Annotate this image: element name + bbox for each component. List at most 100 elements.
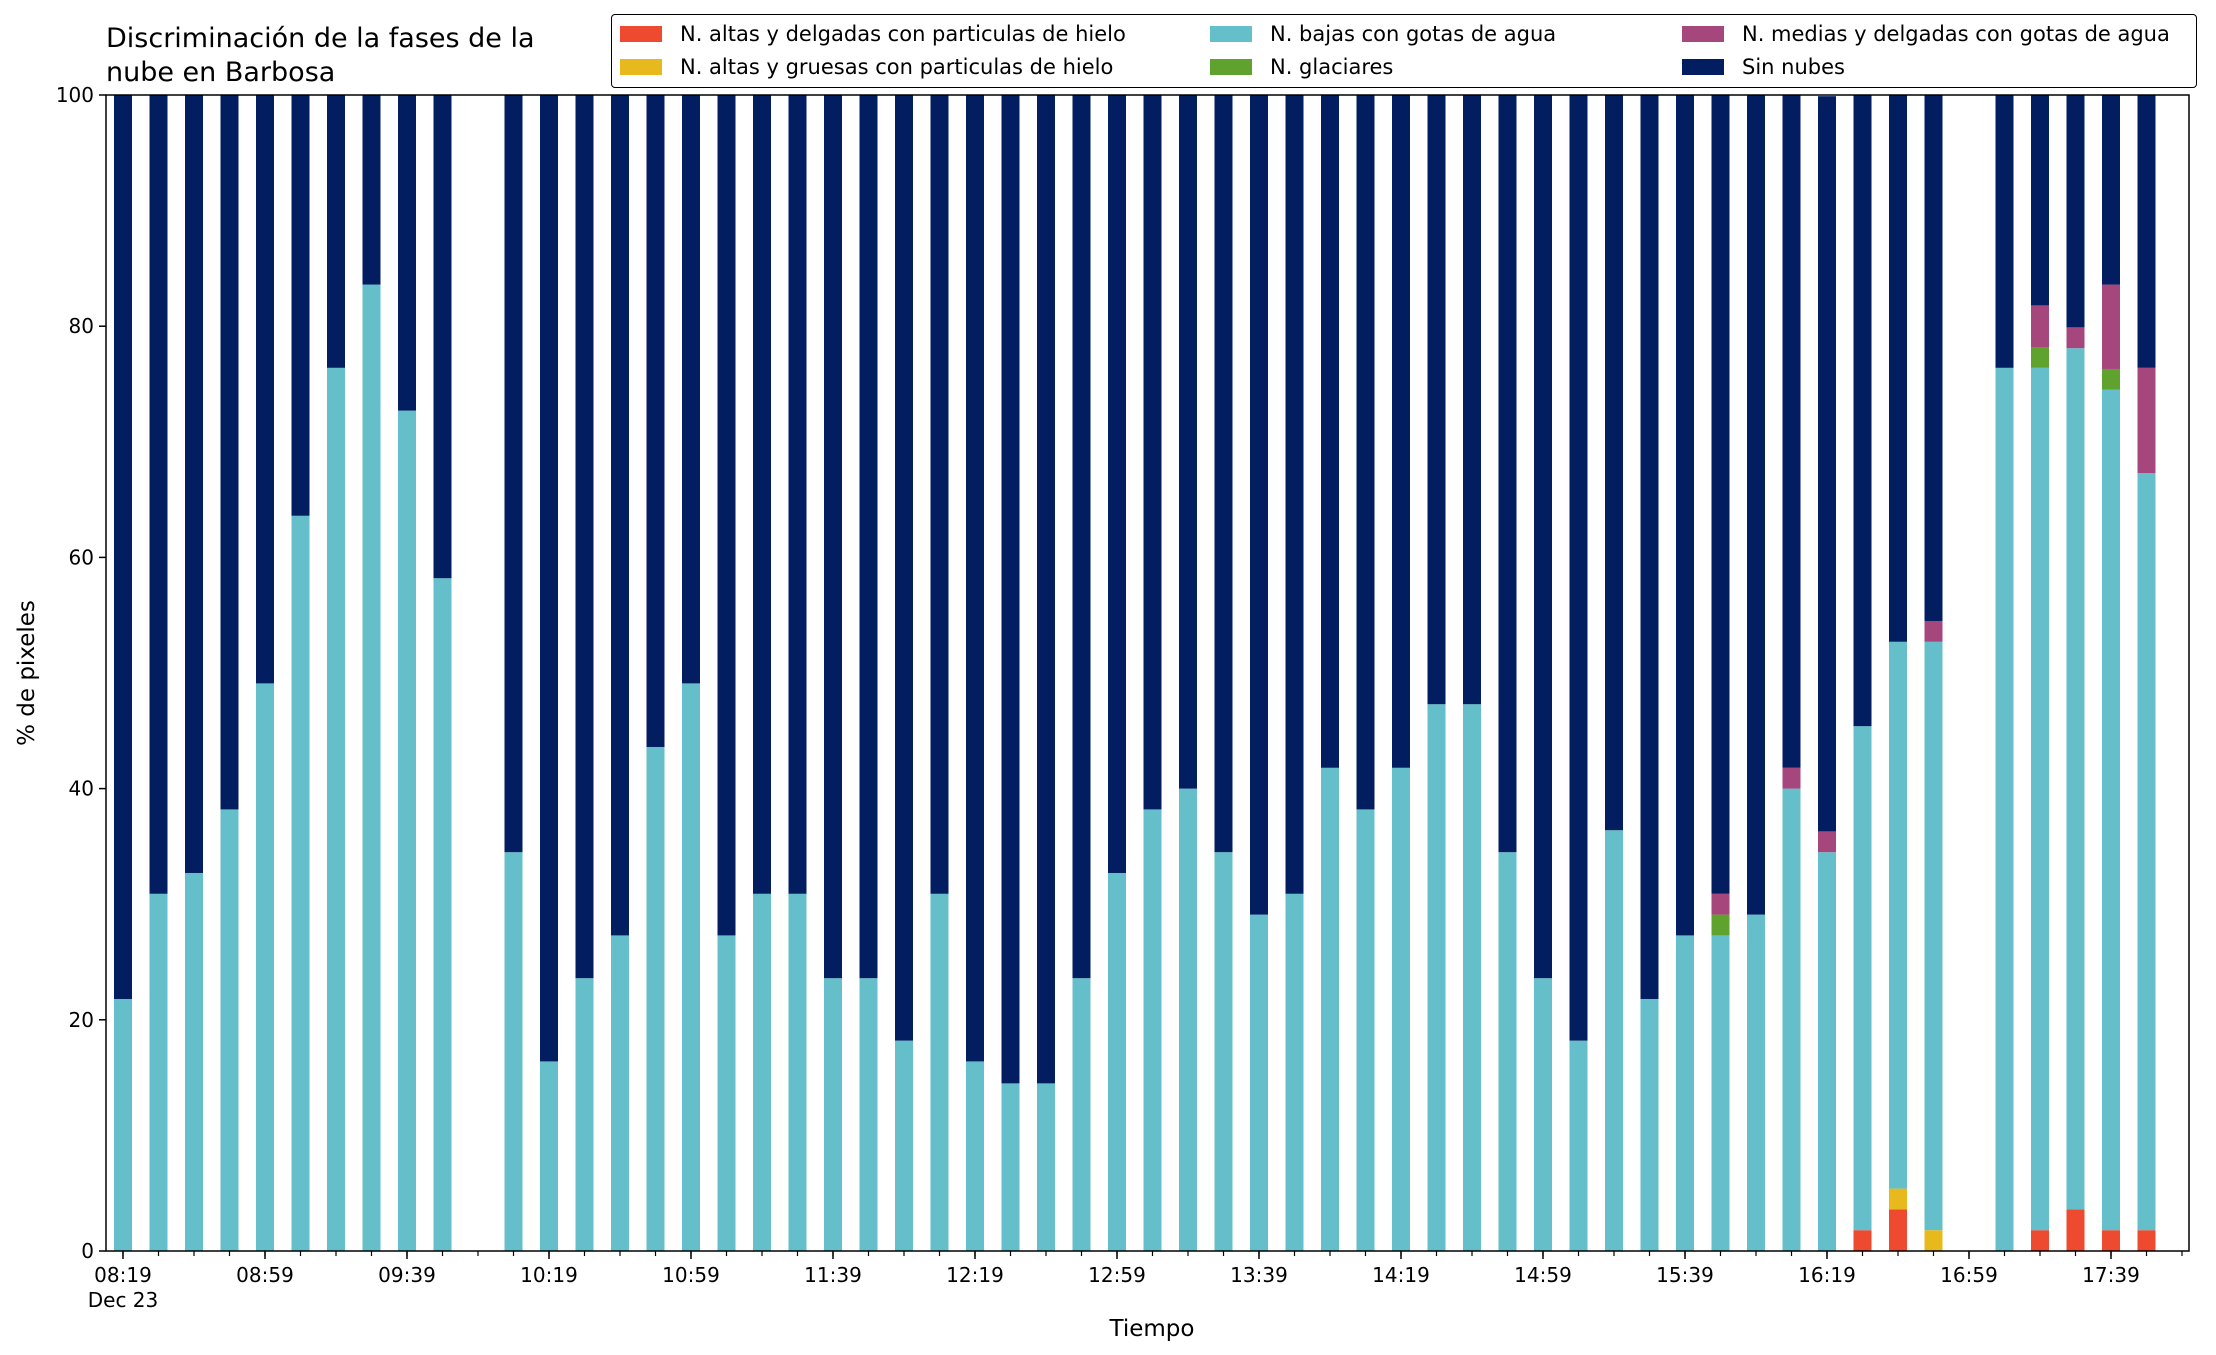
x-tick-label: 15:39 xyxy=(1656,1263,1714,1287)
bar-segment-0-49 xyxy=(1853,1230,1872,1251)
bar-segment-4-51 xyxy=(1924,620,1943,642)
bar-segment-5-7 xyxy=(362,95,381,285)
bar-segment-2-0 xyxy=(114,998,132,1251)
bar-segment-3-45 xyxy=(1711,914,1730,936)
bar-segment-1-51 xyxy=(1924,1230,1943,1251)
legend-item: Sin nubes xyxy=(1682,52,1845,82)
y-tick-label: 80 xyxy=(69,314,94,338)
bar-segment-2-34 xyxy=(1321,767,1339,1251)
bar-segment-2-9 xyxy=(433,578,452,1251)
bar-segment-5-8 xyxy=(398,95,416,411)
bar-segment-2-7 xyxy=(362,284,381,1252)
bar-segment-5-37 xyxy=(1427,95,1446,705)
bar-segment-5-25 xyxy=(1001,95,1020,1084)
bar-segment-5-29 xyxy=(1143,95,1162,810)
bar-segment-4-57 xyxy=(2137,367,2156,474)
bar-segment-5-49 xyxy=(1853,95,1872,727)
x-axis-label: Tiempo xyxy=(1109,1316,1195,1342)
bar-segment-2-46 xyxy=(1747,914,1765,1251)
bar-segment-2-23 xyxy=(930,893,949,1251)
bar-segment-5-2 xyxy=(185,95,203,873)
bar-segment-5-13 xyxy=(575,95,594,979)
bar-segment-5-57 xyxy=(2137,95,2156,368)
bar-segment-5-27 xyxy=(1072,95,1091,979)
bar-segment-2-27 xyxy=(1072,978,1091,1251)
x-tick-label: 12:19 xyxy=(946,1263,1004,1287)
x-tick-label: 13:39 xyxy=(1230,1263,1288,1287)
bar-segment-2-35 xyxy=(1356,809,1375,1251)
bar-segment-5-46 xyxy=(1747,95,1765,915)
bar-segment-5-32 xyxy=(1250,95,1268,915)
bar-segment-5-45 xyxy=(1711,95,1730,894)
bar-segment-2-15 xyxy=(646,746,665,1251)
bar-segment-2-29 xyxy=(1143,809,1162,1251)
bar-segment-5-53 xyxy=(1995,95,2014,368)
bar-segment-2-13 xyxy=(575,978,594,1251)
y-tick-label: 60 xyxy=(69,545,94,569)
bar-segment-5-23 xyxy=(930,95,949,894)
plot-frame xyxy=(105,94,2190,1252)
bar-segment-5-47 xyxy=(1782,95,1801,768)
bar-segment-2-45 xyxy=(1711,935,1730,1251)
bar-segment-2-17 xyxy=(717,935,736,1251)
legend-item: N. glaciares xyxy=(1210,52,1393,82)
x-tick-label: 17:39 xyxy=(2082,1263,2140,1287)
bar-segment-5-26 xyxy=(1037,95,1055,1084)
bar-segment-2-5 xyxy=(291,515,310,1251)
bar-segment-5-35 xyxy=(1356,95,1375,810)
bar-segment-2-16 xyxy=(682,683,700,1251)
x-tick-label: 10:59 xyxy=(662,1263,720,1287)
bar-segment-2-47 xyxy=(1782,788,1801,1251)
bar-segment-2-28 xyxy=(1108,872,1126,1251)
bar-segment-2-26 xyxy=(1037,1083,1055,1251)
bar-segment-2-8 xyxy=(398,410,416,1252)
bar-segment-2-11 xyxy=(504,852,523,1251)
bar-segment-2-20 xyxy=(824,978,842,1251)
bar-segment-0-55 xyxy=(2066,1209,2085,1251)
chart-legend: N. altas y delgadas con particulas de hi… xyxy=(611,14,2197,88)
legend-label: N. medias y delgadas con gotas de agua xyxy=(1742,22,2170,46)
bar-segment-2-44 xyxy=(1676,935,1694,1251)
y-tick-label: 40 xyxy=(69,777,94,801)
bar-segment-2-3 xyxy=(220,809,239,1251)
legend-swatch xyxy=(1210,59,1252,75)
x-tick-label: 16:59 xyxy=(1940,1263,1998,1287)
bar-segment-2-36 xyxy=(1392,767,1410,1251)
bar-segment-2-54 xyxy=(2031,367,2049,1231)
bar-segment-2-33 xyxy=(1285,893,1304,1251)
legend-swatch xyxy=(1682,26,1724,42)
bar-segment-5-18 xyxy=(753,95,771,894)
bar-segment-5-17 xyxy=(717,95,736,936)
bar-segment-1-50 xyxy=(1889,1188,1907,1210)
bar-segment-5-44 xyxy=(1676,95,1694,936)
bar-segment-5-12 xyxy=(540,95,558,1062)
bar-segment-5-51 xyxy=(1924,95,1943,621)
legend-label: N. altas y gruesas con particulas de hie… xyxy=(680,55,1114,79)
x-tick-label: 09:39 xyxy=(378,1263,436,1287)
bar-segment-4-48 xyxy=(1818,831,1836,853)
bar-segment-5-42 xyxy=(1605,95,1623,831)
bar-segment-2-19 xyxy=(788,893,807,1251)
bar-segment-0-50 xyxy=(1889,1209,1907,1251)
bar-segment-5-21 xyxy=(859,95,878,979)
bar-segment-2-48 xyxy=(1818,852,1836,1251)
x-tick-label: 08:59 xyxy=(236,1263,294,1287)
chart-title: Discriminación de la fases de la nube en… xyxy=(106,23,535,88)
bar-segment-2-43 xyxy=(1640,998,1659,1251)
bar-segment-5-11 xyxy=(504,95,523,853)
bar-segment-5-20 xyxy=(824,95,842,979)
legend-swatch xyxy=(1682,59,1724,75)
bar-segment-5-40 xyxy=(1534,95,1552,979)
legend-label: N. altas y delgadas con particulas de hi… xyxy=(680,22,1126,46)
bar-segment-2-14 xyxy=(611,935,629,1251)
bar-segment-4-54 xyxy=(2031,305,2049,348)
legend-swatch xyxy=(620,59,662,75)
bar-segment-5-30 xyxy=(1179,95,1197,789)
bar-segment-5-15 xyxy=(646,95,665,747)
bar-segment-2-51 xyxy=(1924,641,1943,1231)
bar-segment-2-56 xyxy=(2102,389,2120,1231)
x-tick-label: 10:19 xyxy=(520,1263,578,1287)
bar-segment-4-45 xyxy=(1711,893,1730,915)
bar-segment-5-1 xyxy=(149,95,168,894)
